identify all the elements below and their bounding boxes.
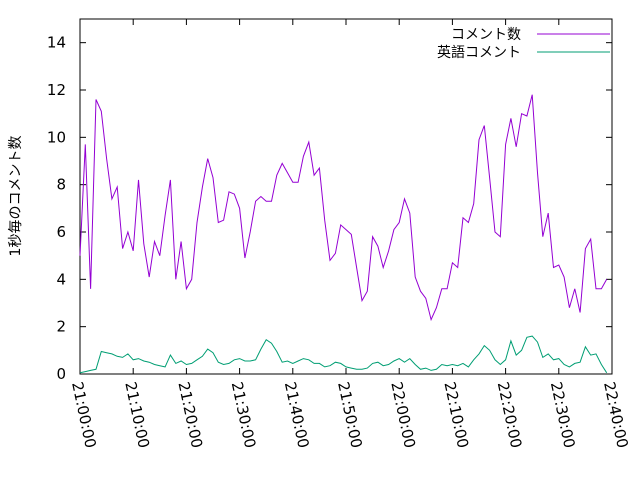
series-layer (79, 94, 608, 374)
x-tick-label: 21:50:00 (334, 380, 366, 450)
y-tick-label: 4 (56, 270, 66, 288)
legend-label-0: コメント数 (451, 27, 521, 43)
x-tick-label: 22:30:00 (547, 380, 579, 450)
series-line-0 (79, 94, 608, 322)
y-axis: 0 2 4 6 8 10 12 14 (47, 34, 612, 383)
x-tick-label: 21:30:00 (228, 380, 260, 450)
x-tick-label: 22:40:00 (600, 380, 632, 450)
y-tick-label: 14 (47, 34, 66, 52)
x-tick-label: 22:10:00 (440, 380, 472, 450)
y-tick-label: 0 (56, 365, 66, 383)
x-tick-label: 22:20:00 (494, 380, 526, 450)
y-tick-label: 12 (47, 81, 66, 99)
x-tick-label: 21:20:00 (174, 380, 206, 450)
y-tick-label: 10 (47, 128, 66, 146)
x-tick-label: 21:10:00 (121, 380, 153, 450)
x-tick-label: 21:00:00 (68, 380, 100, 450)
x-tick-label: 22:00:00 (387, 380, 419, 450)
plot-frame (79, 18, 613, 375)
series-line-1 (79, 335, 608, 374)
y-tick-label: 6 (56, 223, 66, 241)
legend-label-1: 英語コメント (437, 44, 521, 61)
y-tick-label: 8 (56, 176, 66, 194)
y-axis-label: 1秒毎のコメント数 (8, 136, 24, 257)
x-axis: 21:00:00 21:10:00 21:20:00 21:30:00 21:40:00… (68, 19, 632, 450)
x-tick-label: 21:40:00 (281, 380, 313, 450)
y-tick-label: 2 (56, 318, 66, 336)
